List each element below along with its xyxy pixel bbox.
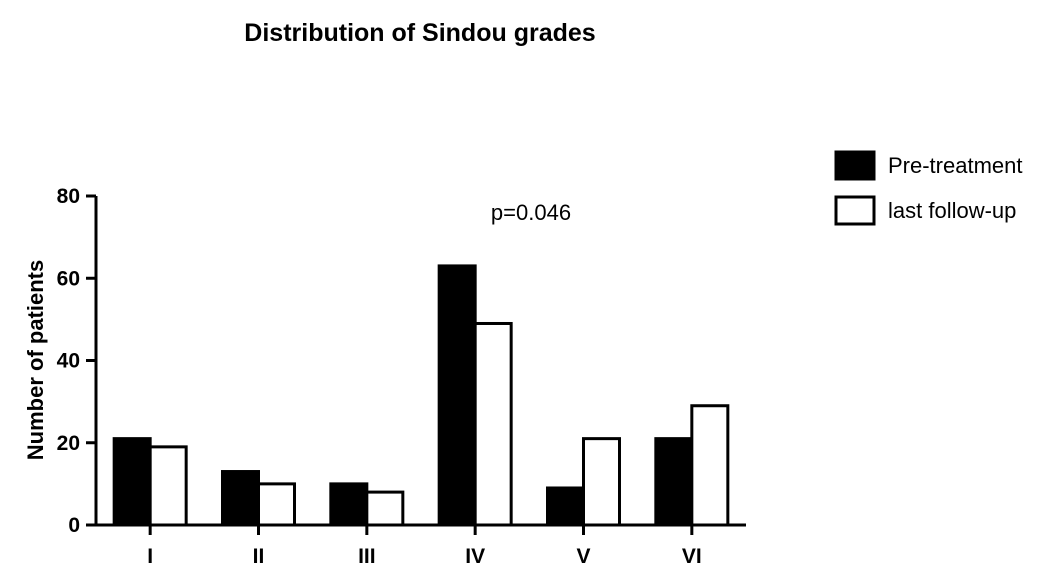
bar-last-follow-up bbox=[365, 490, 405, 527]
x-category-label: V bbox=[576, 545, 590, 568]
y-tick-label: 80 bbox=[57, 185, 80, 208]
x-category-label: I bbox=[147, 545, 153, 568]
bars bbox=[112, 264, 730, 527]
legend-label: Pre-treatment bbox=[888, 153, 1023, 178]
bar-pre-treatment bbox=[654, 437, 694, 527]
y-tick-label: 60 bbox=[57, 267, 80, 290]
x-category-label: II bbox=[253, 545, 265, 568]
bar-last-follow-up bbox=[473, 321, 513, 527]
bar-pre-treatment bbox=[329, 482, 369, 527]
bar-pre-treatment bbox=[546, 486, 585, 527]
bar-pre-treatment bbox=[112, 437, 152, 527]
y-tick-label: 20 bbox=[57, 432, 80, 455]
x-category-label: III bbox=[358, 545, 376, 568]
legend-label: last follow-up bbox=[888, 198, 1016, 223]
bar-last-follow-up bbox=[690, 404, 730, 527]
bar-last-follow-up bbox=[257, 482, 296, 527]
bar-pre-treatment bbox=[221, 470, 260, 527]
y-tick-label: 0 bbox=[68, 514, 80, 537]
x-category-label: VI bbox=[682, 545, 702, 568]
x-category-label: IV bbox=[465, 545, 485, 568]
p-value-annotation: p=0.046 bbox=[491, 200, 571, 225]
x-axis: I II III IV V VI bbox=[96, 523, 746, 568]
bar-pre-treatment bbox=[437, 264, 477, 527]
legend-swatch bbox=[834, 195, 876, 226]
chart-title: Distribution of Sindou grades bbox=[244, 19, 595, 47]
y-tick-label: 40 bbox=[57, 350, 80, 373]
legend: Pre-treatment last follow-up bbox=[834, 150, 1023, 226]
y-axis: 0 20 40 60 80 bbox=[57, 185, 98, 537]
legend-swatch bbox=[834, 150, 876, 181]
bar-last-follow-up bbox=[582, 437, 621, 527]
y-axis-label: Number of patients bbox=[23, 260, 48, 460]
bar-last-follow-up bbox=[148, 445, 188, 527]
